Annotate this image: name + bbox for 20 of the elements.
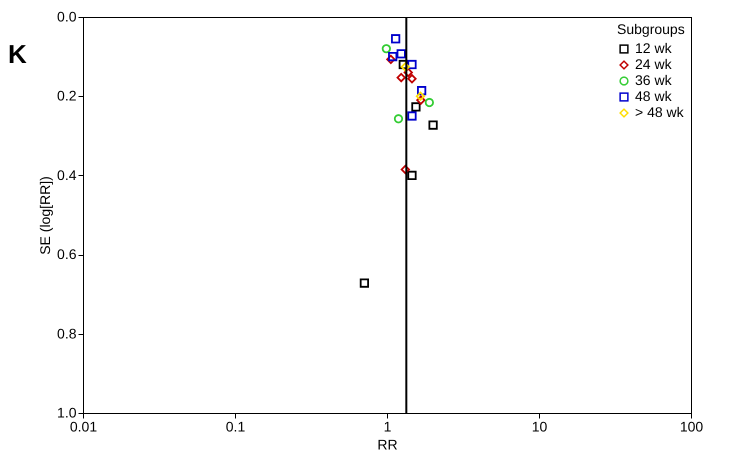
legend-label: 24 wk <box>635 56 673 72</box>
x-tick-label: 100 <box>680 418 704 434</box>
y-tick-label: 0.2 <box>57 88 77 104</box>
x-tick-label: 0.1 <box>226 418 246 434</box>
y-tick-label: 0.4 <box>57 166 77 183</box>
y-tick-label: 1.0 <box>57 404 77 420</box>
y-tick-label: 0.0 <box>57 8 77 24</box>
x-axis-title: RR <box>377 436 398 452</box>
text: K <box>8 39 27 69</box>
y-tick-label: 0.6 <box>57 246 77 262</box>
legend-label: 12 wk <box>635 40 673 56</box>
legend-label: 48 wk <box>635 88 673 104</box>
legend-label: > 48 wk <box>635 104 685 120</box>
y-tick-label: 0.8 <box>57 325 77 342</box>
legend-label: 36 wk <box>635 72 673 88</box>
x-tick-label: 1 <box>384 418 392 434</box>
x-tick-label: 0.01 <box>70 418 98 434</box>
legend-title: Subgroups <box>617 21 685 37</box>
y-axis-title: SE (log[RR]) <box>37 176 54 255</box>
x-tick-label: 10 <box>532 418 548 434</box>
